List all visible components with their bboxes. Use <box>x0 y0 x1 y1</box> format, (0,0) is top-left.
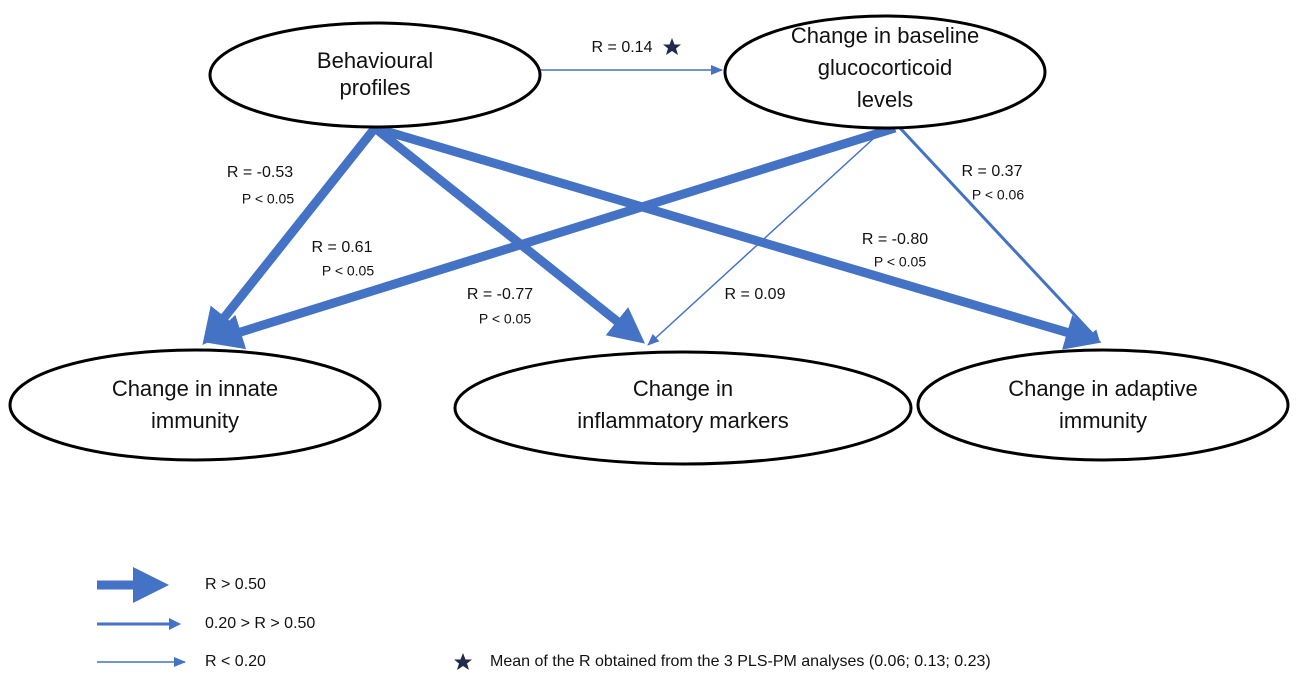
node-label: profiles <box>340 75 411 100</box>
legend-note: Mean of the R obtained from the 3 PLS-PM… <box>490 653 991 670</box>
edge-p: P < 0.05 <box>322 263 375 279</box>
edge <box>372 124 646 344</box>
edge-p: P < 0.06 <box>972 187 1025 203</box>
legend: R > 0.50 0.20 > R > 0.50 R < 0.20 Mean o… <box>97 567 991 670</box>
edge <box>202 125 379 346</box>
node <box>8 348 382 462</box>
edge-p: P < 0.05 <box>479 311 532 327</box>
edge-r: R = -0.53 <box>227 164 293 181</box>
edge-r: R = 0.37 <box>962 163 1023 180</box>
legend-label: R < 0.20 <box>205 653 266 670</box>
node-label: Change in adaptive <box>1008 376 1198 401</box>
edge-labels: R = 0.14 R = -0.53 P < 0.05 R = 0.61 P <… <box>227 38 1024 327</box>
node-label: Change in baseline <box>791 23 979 48</box>
node-label: Change in innate <box>112 376 278 401</box>
star-icon <box>663 38 681 55</box>
edge <box>898 126 1101 343</box>
edge-r: R = -0.80 <box>862 231 928 248</box>
node-label: Change in <box>633 376 733 401</box>
node-label: immunity <box>1059 408 1147 433</box>
node <box>723 14 1047 130</box>
edge <box>373 123 1102 350</box>
legend-label: R > 0.50 <box>205 576 266 593</box>
edge-r: R = -0.77 <box>467 286 533 303</box>
edge-p: P < 0.05 <box>242 191 295 207</box>
star-icon <box>454 653 472 670</box>
edges <box>202 65 1102 350</box>
node-label: levels <box>857 87 913 112</box>
node <box>916 348 1290 462</box>
nodes: Behavioural profiles Change in baseline … <box>8 14 1290 466</box>
legend-label: 0.20 > R > 0.50 <box>205 615 315 632</box>
node-label: Behavioural <box>317 48 433 73</box>
node <box>453 350 913 466</box>
node-label: inflammatory markers <box>577 408 788 433</box>
node-label: immunity <box>151 408 239 433</box>
edge-p: P < 0.05 <box>874 254 927 270</box>
edge <box>206 123 897 350</box>
edge-r: R = 0.14 <box>592 39 653 56</box>
node-label: glucocorticoid <box>818 55 953 80</box>
edge-r: R = 0.09 <box>725 286 786 303</box>
edge <box>647 127 886 346</box>
node <box>208 21 542 129</box>
edge-r: R = 0.61 <box>312 239 373 256</box>
